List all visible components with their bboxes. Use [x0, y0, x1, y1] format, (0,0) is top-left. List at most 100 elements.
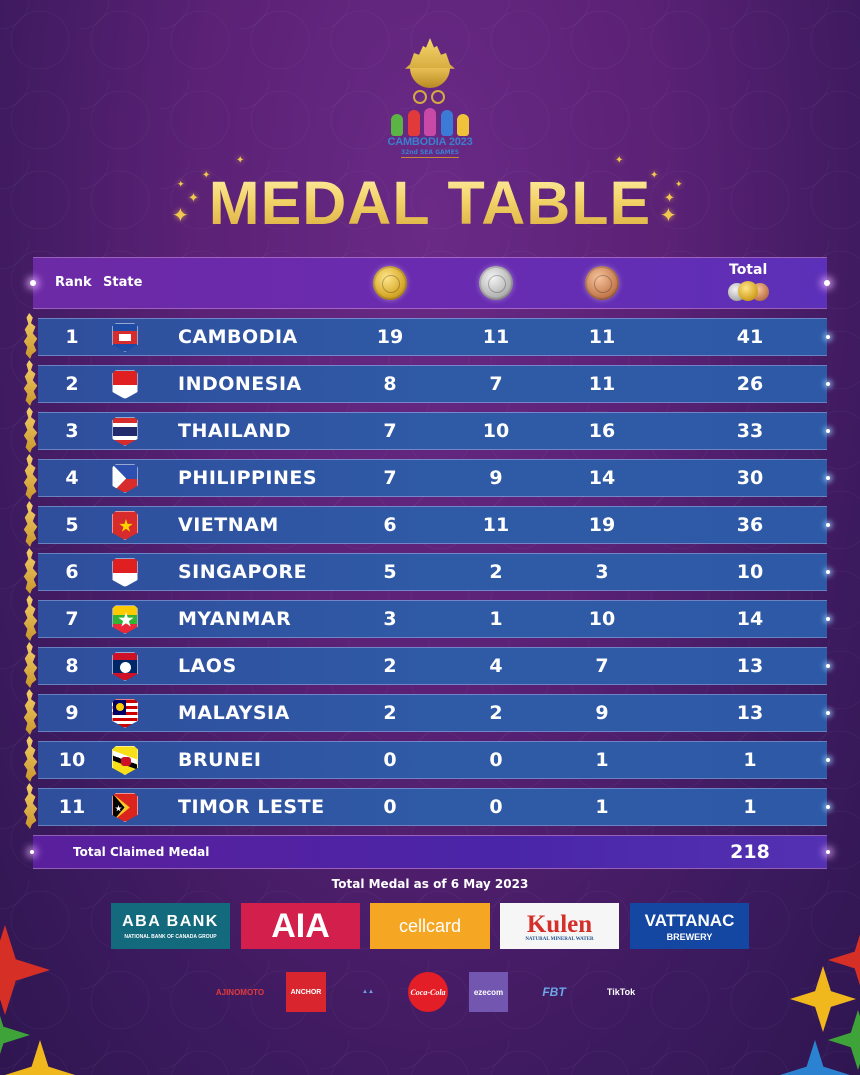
- logo-subtitle: 32nd SEA GAMES: [400, 149, 460, 156]
- silver-count: 11: [482, 514, 510, 536]
- bronze-count: 9: [595, 702, 609, 724]
- sparkle-icon: ✦: [660, 203, 677, 227]
- state-name: TIMOR LESTE: [178, 796, 325, 818]
- rank: 5: [65, 514, 79, 536]
- sponsor-tiktok: TikTok: [606, 987, 636, 997]
- mascot-figures: [391, 108, 469, 136]
- silver-count: 2: [489, 561, 503, 583]
- gold-medal-icon: [373, 266, 407, 300]
- sparkle-icon: ✦: [675, 180, 683, 190]
- page-title: MEDAL TABLE: [0, 168, 860, 238]
- silver-count: 9: [489, 467, 503, 489]
- bronze-count: 11: [588, 326, 616, 348]
- malaysia-flag-icon: [112, 699, 138, 728]
- bronze-count: 11: [588, 373, 616, 395]
- laos-flag-icon: [112, 652, 138, 681]
- bronze-count: 16: [588, 420, 616, 442]
- silver-count: 10: [482, 420, 510, 442]
- sponsor-ministry-logo: ▲▲: [362, 989, 374, 995]
- rank: 10: [58, 749, 86, 771]
- total-count: 13: [736, 702, 764, 724]
- mini-gold-medal-icon: [738, 281, 758, 301]
- state-name: MYANMAR: [178, 608, 292, 630]
- silver-count: 2: [489, 702, 503, 724]
- gold-count: 0: [383, 749, 397, 771]
- cambodia-flag-icon: [112, 323, 138, 352]
- bronze-medal-icon: [585, 266, 619, 300]
- sponsor-fbt: FBT: [542, 985, 566, 999]
- rank: 11: [58, 796, 86, 818]
- rank: 2: [65, 373, 79, 395]
- sparkle-icon: ✦: [664, 191, 675, 206]
- state-name: THAILAND: [178, 420, 292, 442]
- total-claimed-value: 218: [730, 841, 770, 863]
- state-name: CAMBODIA: [178, 326, 298, 348]
- silver-count: 11: [482, 326, 510, 348]
- rank: 1: [65, 326, 79, 348]
- total-count: 1: [743, 749, 757, 771]
- gold-count: 2: [383, 655, 397, 677]
- total-count: 1: [743, 796, 757, 818]
- emblems: [413, 90, 445, 104]
- table-row: 10 BRUNEI 0 0 1 1: [23, 736, 827, 782]
- brunei-flag-icon: [112, 746, 138, 775]
- sponsor-ezecom: ezecom: [469, 972, 508, 1012]
- total-count: 41: [736, 326, 764, 348]
- sparkle-icon: ✦: [236, 155, 245, 166]
- vietnam-flag-icon: [112, 511, 138, 540]
- table-row: 4 PHILIPPINES 7 9 14 30: [23, 454, 827, 500]
- gold-count: 3: [383, 608, 397, 630]
- myanmar-flag-icon: [112, 605, 138, 634]
- table-row: 2 INDONESIA 8 7 11 26: [23, 360, 827, 406]
- sparkle-icon: ✦: [172, 203, 189, 227]
- sponsor-kulen: Kulen NATURAL MINERAL WATER: [500, 903, 619, 949]
- gold-count: 19: [376, 326, 404, 348]
- rank: 7: [65, 608, 79, 630]
- total-count: 26: [736, 373, 764, 395]
- sparkle-icon: ✦: [177, 180, 185, 190]
- total-claimed-label: Total Claimed Medal: [73, 845, 210, 859]
- total-count: 30: [736, 467, 764, 489]
- bronze-count: 10: [588, 608, 616, 630]
- timor-leste-flag-icon: [112, 793, 138, 822]
- decor-star-yellow-right: [790, 966, 856, 1032]
- gold-count: 6: [383, 514, 397, 536]
- sponsor-ajinomoto: AJINOMOTO: [215, 987, 265, 997]
- table-row: 7 MYANMAR 3 1 10 14: [23, 595, 827, 641]
- rank: 3: [65, 420, 79, 442]
- total-claimed-row: Total Claimed Medal 218: [33, 836, 827, 868]
- header-rank: Rank: [55, 275, 92, 290]
- state-name: BRUNEI: [178, 749, 262, 771]
- rank: 8: [65, 655, 79, 677]
- decor-star-red-left: [0, 925, 50, 1015]
- bronze-count: 14: [588, 467, 616, 489]
- decor-star-red-right: [828, 925, 860, 995]
- gold-count: 7: [383, 420, 397, 442]
- table-header: Rank State Total: [33, 258, 827, 308]
- sponsor-anchor: ANCHOR: [286, 972, 326, 1012]
- table-row: 6 SINGAPORE 5 2 3 10: [23, 548, 827, 594]
- rank: 6: [65, 561, 79, 583]
- header-total: Total: [729, 262, 768, 278]
- decor-star-yellow-left: [5, 1040, 75, 1075]
- sponsor-coca-cola: Coca-Cola: [408, 972, 448, 1012]
- state-name: INDONESIA: [178, 373, 302, 395]
- sea-games-logo: CAMBODIA 2023 32nd SEA GAMES: [383, 38, 477, 164]
- bronze-count: 1: [595, 796, 609, 818]
- table-row: 8 LAOS 2 4 7 13: [23, 642, 827, 688]
- total-count: 10: [736, 561, 764, 583]
- table-row: 3 THAILAND 7 10 16 33: [23, 407, 827, 453]
- gold-count: 8: [383, 373, 397, 395]
- sparkle-icon: ✦: [615, 155, 624, 166]
- philippines-flag-icon: [112, 464, 138, 493]
- bronze-count: 3: [595, 561, 609, 583]
- silver-count: 7: [489, 373, 503, 395]
- table-row: 5 VIETNAM 6 11 19 36: [23, 501, 827, 547]
- state-name: SINGAPORE: [178, 561, 308, 583]
- total-count: 36: [736, 514, 764, 536]
- header-state: State: [103, 275, 143, 290]
- rank: 9: [65, 702, 79, 724]
- sponsor-aba-bank: ABA BANK NATIONAL BANK OF CANADA GROUP: [111, 903, 230, 949]
- total-count: 33: [736, 420, 764, 442]
- gold-count: 7: [383, 467, 397, 489]
